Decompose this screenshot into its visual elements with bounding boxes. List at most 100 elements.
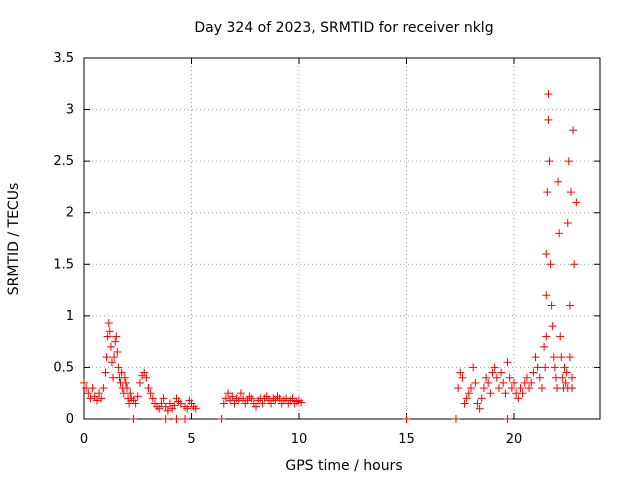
data-point [499,378,508,387]
data-point [533,363,542,372]
data-point [111,337,120,346]
data-point [172,415,181,423]
data-point [535,373,544,382]
data-point [561,378,570,387]
data-point [97,394,106,403]
data-point [103,332,112,341]
data-point [563,219,572,228]
y-tick-label: 1.5 [53,257,74,272]
y-tick-label: 2 [66,206,74,221]
data-point [572,198,581,207]
chart-title: Day 324 of 2023, SRMTID for receiver nkl… [194,20,493,36]
data-point [458,373,467,382]
data-point [254,396,263,405]
data-point [514,394,523,403]
data-point [135,378,144,387]
data-point [542,332,551,341]
data-point [90,392,99,401]
data-points [80,90,581,423]
data-point [454,384,463,393]
data-point [554,177,563,186]
y-tick-label: 2.5 [53,154,74,169]
data-point [564,157,573,166]
data-point [148,394,157,403]
data-point [142,373,151,382]
data-point [560,363,569,372]
data-point [503,415,512,423]
data-point [462,394,471,403]
data-point [153,402,162,411]
data-point [106,342,115,351]
data-point [120,373,129,382]
data-point [127,394,136,403]
data-point [181,402,190,411]
y-tick-label: 0 [66,412,74,427]
data-point [544,115,553,124]
data-point [527,378,536,387]
data-point [297,398,306,407]
data-point [548,322,557,331]
data-point [565,301,574,310]
data-point [290,399,299,408]
data-point [170,401,179,410]
data-point [488,368,497,377]
data-point [183,404,192,413]
data-point [568,373,577,382]
data-point [123,384,131,393]
data-point [507,384,516,393]
data-point [161,415,170,423]
data-point [88,384,97,393]
data-point [271,396,280,405]
y-axis-title: SRMTID / TECUs [6,183,22,296]
data-point [542,249,551,258]
data-point [99,384,108,393]
data-point [456,368,465,377]
x-tick-label: 20 [506,432,523,447]
y-tick-label: 3.5 [53,51,74,66]
data-point [110,353,119,362]
data-point [475,404,484,413]
data-point [163,406,172,415]
data-point [471,378,480,387]
data-point [252,402,260,411]
data-point [221,394,230,403]
data-point [230,399,239,408]
data-point [144,384,153,393]
data-point [104,319,113,328]
axis-ticks: 0 0.5 1 1.5 2 2.5 3 3.5 0 5 10 15 20 [53,51,600,447]
data-point [217,415,226,423]
data-point [525,384,534,393]
data-point [121,378,130,387]
x-tick-label: 5 [187,432,195,447]
data-point [226,396,235,405]
data-point [239,394,248,403]
data-point [295,396,303,405]
data-point [262,392,271,401]
y-tick-label: 1 [66,309,74,324]
data-point [482,373,491,382]
data-point [469,363,478,372]
data-point [288,394,297,403]
data-point [555,229,564,238]
data-point [522,373,531,382]
data-point [570,260,579,269]
data-point [107,358,116,367]
data-point [516,384,525,393]
data-point [273,392,282,401]
data-point [92,396,101,405]
data-point [477,394,486,403]
data-point [95,389,104,398]
data-point [497,368,506,377]
data-point [467,384,475,393]
data-point [562,368,571,377]
data-point [159,394,168,403]
data-point [102,353,111,362]
data-point [490,363,499,372]
data-point [219,399,228,408]
data-point [518,389,527,398]
data-point [537,384,546,393]
data-point [140,368,149,377]
y-tick-label: 0.5 [53,360,74,375]
data-point [86,394,95,403]
